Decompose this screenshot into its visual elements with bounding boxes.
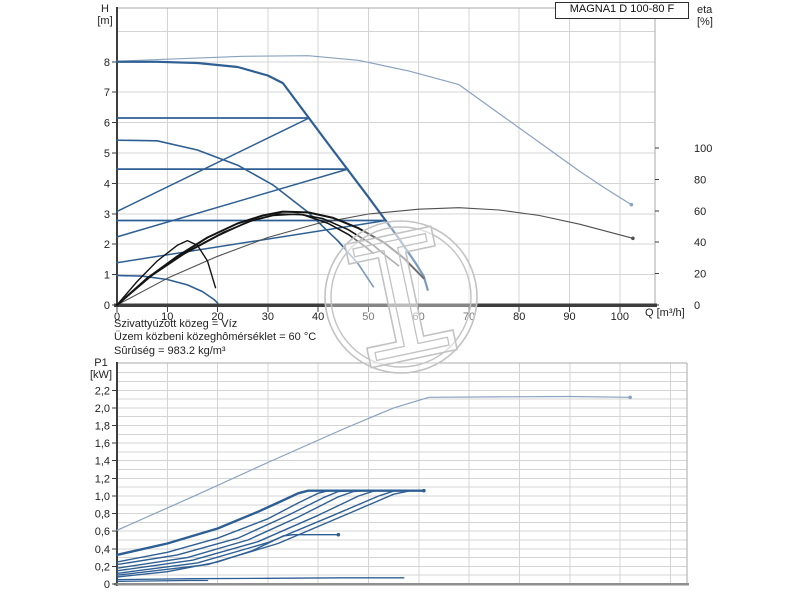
x-tick-label: 100 — [611, 311, 629, 323]
eta-axis-symbol: eta — [697, 4, 713, 16]
y2-tick-label: 40 — [694, 237, 706, 249]
y-tick-label: 1,4 — [95, 456, 110, 468]
curve-p1-mode-3 — [116, 490, 365, 569]
curve-eta-mode-2 — [116, 213, 400, 306]
note-pumped-medium: Szivattyúzott közeg = Víz — [114, 318, 238, 330]
curve-p1-low — [116, 577, 405, 581]
watermark-ibeam-inner — [352, 232, 450, 362]
watermark-inner-ring — [330, 226, 472, 368]
y-tick-label: 0 — [104, 579, 110, 591]
y-tick-label: 0,4 — [95, 544, 110, 556]
y-tick-label: 0,2 — [95, 561, 110, 573]
p1-axis-label: P1 [kW] — [86, 357, 116, 381]
curve-p1-mode-5 — [116, 490, 395, 575]
y-tick-label: 3 — [104, 209, 110, 221]
curve-qh-prop-1 — [116, 117, 310, 213]
y-tick-label: 0,6 — [95, 526, 110, 538]
y-tick-label: 0 — [104, 300, 110, 312]
curve-end-marker-p1-max — [422, 488, 426, 493]
y2-tick-label: 60 — [694, 206, 706, 218]
curve-p1-mode-2 — [116, 490, 355, 566]
y-tick-label: 1,8 — [95, 421, 110, 433]
x-tick-label: 80 — [513, 311, 525, 323]
watermark-ibeam — [344, 225, 458, 369]
watermark-logo — [324, 220, 478, 374]
y-tick-label: 7 — [104, 87, 110, 99]
h-axis-symbol: H — [101, 3, 109, 15]
curve-p1-mode-1 — [116, 490, 410, 563]
p1-axis-unit: [kW] — [90, 369, 112, 381]
curve-qh-prop-3 — [116, 219, 387, 264]
curve-end-marker-qh-envelope — [629, 202, 634, 207]
y-tick-label: 2 — [104, 239, 110, 251]
y2-tick-label: 100 — [694, 143, 712, 155]
y-tick-label: 1,2 — [95, 473, 110, 485]
y-tick-label: 1,6 — [95, 438, 110, 450]
curve-qh-envelope — [116, 55, 632, 206]
y-tick-label: 2,0 — [95, 403, 110, 415]
x-tick-label: 10 — [161, 311, 173, 323]
curve-p1-envelope — [116, 395, 631, 531]
y-tick-label: 6 — [104, 118, 110, 130]
x-tick-label: 30 — [262, 311, 274, 323]
curve-end-marker-p1-envelope — [628, 395, 632, 400]
x-tick-label: 40 — [312, 311, 324, 323]
note-temperature: Üzem közbeni közeghômérséklet = 60 °C — [114, 331, 317, 344]
curve-qh-mid — [116, 139, 375, 288]
x-tick-label: 50 — [362, 311, 374, 323]
q-axis-label: Q [m³/h] — [645, 307, 685, 319]
curve-eta-min — [116, 239, 217, 306]
eta-axis-unit: [%] — [697, 16, 713, 28]
x-tick-label: 90 — [563, 311, 575, 323]
eta-axis-label: eta [%] — [697, 4, 713, 28]
curve-p1-mode-4 — [116, 490, 375, 572]
x-tick-label: 0 — [114, 311, 120, 323]
chart-notes: Szivattyúzott közeg = Víz Üzem közbeni k… — [114, 318, 316, 358]
y-tick-label: 8 — [104, 57, 110, 69]
y-tick-label: 0,8 — [95, 509, 110, 521]
x-tick-label: 20 — [211, 311, 223, 323]
h-axis-label: H [m] — [92, 3, 118, 27]
curve-end-marker-p1-mode-7 — [336, 532, 341, 537]
watermark-outer-ring — [324, 220, 478, 374]
curve-p1-mode-7 — [116, 534, 340, 578]
curve-qh-max — [115, 60, 429, 291]
watermark-ibeam-outer — [344, 225, 458, 369]
h-axis-unit: [m] — [97, 15, 113, 27]
curve-eta-envelope — [116, 207, 634, 306]
curve-p1-min — [116, 579, 209, 583]
y-tick-label: 1,0 — [95, 491, 110, 503]
x-tick-label: 70 — [463, 311, 475, 323]
y-tick-label: 4 — [104, 178, 110, 190]
y-tick-label: 2,2 — [95, 385, 110, 397]
pump-model: MAGNA1 D 100-80 F — [569, 3, 675, 15]
curve-qh-prop-2 — [116, 168, 349, 238]
y2-tick-label: 80 — [694, 174, 706, 186]
curve-p1-max — [115, 489, 426, 557]
y-tick-label: 5 — [104, 148, 110, 160]
p1-axis-symbol: P1 — [94, 357, 108, 369]
note-density: Sûrûség = 983.2 kg/m³ — [114, 344, 226, 357]
pump-title-box: MAGNA1 D 100-80 F — [555, 2, 689, 19]
y2-tick-label: 0 — [694, 300, 700, 312]
curve-end-marker-eta-envelope — [631, 236, 635, 241]
y-tick-label: 1 — [104, 270, 110, 282]
x-tick-label: 60 — [413, 311, 425, 323]
y2-tick-label: 20 — [694, 269, 706, 281]
